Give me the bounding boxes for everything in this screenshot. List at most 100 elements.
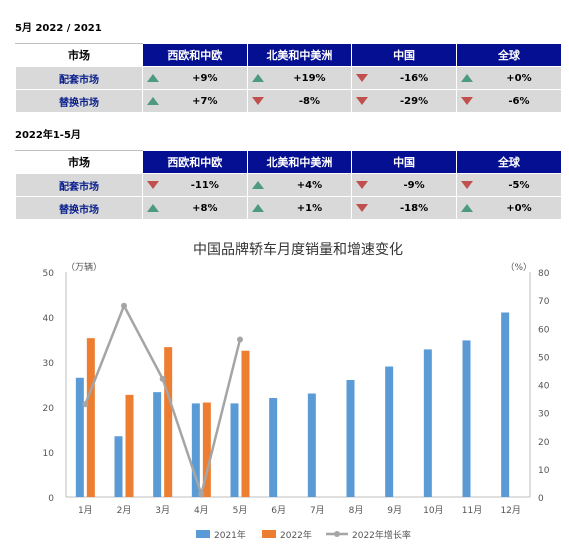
x-tick-label: 2月 <box>117 505 132 516</box>
row-label: 替换市场 <box>15 89 143 112</box>
table-cell: +7% <box>142 89 248 112</box>
x-tick-label: 7月 <box>310 505 325 516</box>
bar-2021 <box>346 380 355 497</box>
table-row: 替换市场 +8% +1% -18% +0% <box>15 196 561 219</box>
table-header-region: 西欧和中欧 <box>142 43 248 67</box>
sales-growth-chart: 中国品牌轿车月度销量和增速变化 （万辆） （%） 0 10 20 30 40 50 0 10 20 30… <box>43 241 550 541</box>
x-tick-label: 5月 <box>233 505 248 516</box>
cell-value: +9% <box>192 72 218 84</box>
table-cell: +1% <box>246 196 352 219</box>
legend-label-2021: 2021年 <box>214 529 246 541</box>
cell-value: +0% <box>506 202 532 214</box>
table2-title: 2022年1-5月 <box>15 130 81 141</box>
y-tick-label-left: 10 <box>43 449 55 459</box>
triangle-down-icon <box>251 97 264 105</box>
table-cell: +0% <box>455 66 561 90</box>
y-tick-label-left: 30 <box>43 359 55 369</box>
triangle-up-icon <box>147 204 159 212</box>
triangle-down-icon <box>460 97 473 105</box>
bar-2021 <box>114 436 123 497</box>
y-tick-label-right: 80 <box>538 269 550 279</box>
cell-value: -5% <box>508 179 530 191</box>
y-tick-label-right: 50 <box>538 353 550 363</box>
x-tick-label: 1月 <box>78 505 93 516</box>
bar-2021 <box>501 312 510 497</box>
x-tick-label: 10月 <box>423 505 443 516</box>
x-tick-label: 3月 <box>155 505 170 516</box>
triangle-up-icon <box>251 204 264 212</box>
table-header-region: 北美和中美洲 <box>246 150 352 174</box>
table-header-market: 市场 <box>15 43 143 67</box>
cell-value: +0% <box>506 72 532 84</box>
table-cell: +9% <box>142 66 248 90</box>
legend-label-growth: 2022年增长率 <box>352 529 411 541</box>
bar-2021 <box>462 340 471 497</box>
y-axis-left-unit: （万辆） <box>66 261 102 273</box>
table-header-region: 全球 <box>455 150 561 174</box>
cell-value: -29% <box>400 95 429 107</box>
triangle-up-icon <box>251 74 264 82</box>
triangle-up-icon <box>251 181 264 189</box>
table-cell: +0% <box>455 196 561 219</box>
triangle-down-icon <box>460 181 473 189</box>
table-cell: +4% <box>246 173 352 197</box>
market-table-may: 市场 西欧和中欧 北美和中美洲 中国 全球 配套市场 +9% +19% -16%… <box>15 43 561 112</box>
table-cell: -8% <box>246 89 352 112</box>
bar-2022 <box>125 394 134 497</box>
bar-2022 <box>86 338 95 497</box>
cell-value: +7% <box>192 95 218 107</box>
legend-marker-growth <box>334 531 340 537</box>
bar-2021 <box>191 403 200 497</box>
y-tick-label-right: 10 <box>538 466 550 476</box>
table-cell: -5% <box>455 173 561 197</box>
bar-2021 <box>269 398 278 497</box>
table-cell: -6% <box>455 89 561 112</box>
table-row: 替换市场 +7% -8% -29% -6% <box>15 89 561 112</box>
bar-2021 <box>307 393 316 497</box>
cell-value: -9% <box>403 179 425 191</box>
bar-2022 <box>164 347 173 497</box>
y-axis-right-unit: （%） <box>505 262 532 273</box>
bar-2022 <box>241 350 250 497</box>
bar-2021 <box>153 392 162 497</box>
table-cell: -9% <box>351 173 457 197</box>
growth-line <box>84 302 242 499</box>
table1-title: 5月 2022 / 2021 <box>15 23 102 34</box>
cell-value: +19% <box>293 72 326 84</box>
triangle-down-icon <box>147 181 159 189</box>
y-tick-label-right: 20 <box>538 438 550 448</box>
cell-value: +1% <box>296 202 323 214</box>
table-header-market: 市场 <box>15 150 143 174</box>
y-tick-label-right: 70 <box>538 297 550 307</box>
x-tick-label: 8月 <box>349 505 364 516</box>
growth-point <box>82 401 89 408</box>
y-tick-label-left: 40 <box>43 314 55 324</box>
x-tick-label: 11月 <box>462 505 482 516</box>
table-header-region: 全球 <box>455 43 561 67</box>
row-label: 配套市场 <box>15 66 143 90</box>
table-header-region: 中国 <box>351 43 457 67</box>
chart-title: 中国品牌轿车月度销量和增速变化 <box>193 241 403 258</box>
x-tick-label: 4月 <box>194 505 209 516</box>
legend-label-2022: 2022年 <box>280 529 312 541</box>
triangle-down-icon <box>356 97 369 105</box>
triangle-up-icon <box>460 74 473 82</box>
bar-2022 <box>202 402 211 497</box>
legend-swatch-2022 <box>262 530 276 538</box>
bar-2021 <box>385 366 394 497</box>
row-label: 替换市场 <box>15 196 143 219</box>
cell-value: +4% <box>296 179 323 191</box>
bar-2021 <box>230 403 239 497</box>
x-tick-label: 6月 <box>271 505 286 516</box>
cell-value: -11% <box>190 179 219 191</box>
y-tick-label-left: 20 <box>43 404 55 414</box>
triangle-up-icon <box>460 204 473 212</box>
bar-2021 <box>75 377 84 497</box>
triangle-down-icon <box>356 204 369 212</box>
triangle-up-icon <box>147 74 159 82</box>
bar-2021 <box>423 349 432 497</box>
growth-point <box>198 491 205 498</box>
cell-value: -8% <box>298 95 320 107</box>
table-header-region: 中国 <box>351 150 457 174</box>
legend-swatch-2021 <box>196 530 210 538</box>
